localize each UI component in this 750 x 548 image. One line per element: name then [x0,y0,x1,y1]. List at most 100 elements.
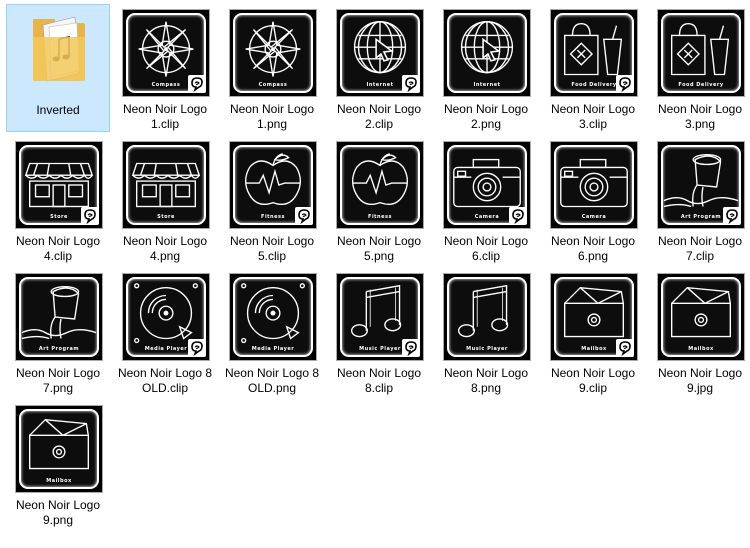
file-thumbnail: Art Program [15,273,103,361]
globe-cursor-icon [460,21,514,74]
compass-icon [138,21,194,77]
file-thumbnail: Music Player [336,273,424,361]
music-note-icon [457,284,509,338]
file-item[interactable]: Mailbox Neon Noir Logo 9.jpg [648,268,750,396]
file-item[interactable]: Fitness Neon Noir Logo 5.clip [220,136,324,264]
file-item[interactable]: Food Delivery Neon Noir Logo 3.clip [541,4,645,132]
file-label: Neon Noir Logo 9.jpg [657,366,743,395]
clip-studio-badge-icon [81,207,99,225]
apple-pulse-icon [244,153,302,205]
file-thumbnail: Compass [229,9,317,97]
file-label: Neon Noir Logo 5.clip [229,234,315,263]
mailbox-icon [563,286,625,338]
thumbnail-caption: Media Player [144,346,188,352]
paint-bucket-icon [663,154,739,208]
store-icon [131,162,201,208]
thumbnail-caption: Art Program [680,214,722,220]
clip-studio-badge-icon [188,339,206,357]
file-thumbnail: Camera [550,141,638,229]
file-thumbnail: Fitness [229,141,317,229]
camera-icon [560,158,628,208]
file-item[interactable]: Compass Neon Noir Logo 1.png [220,4,324,132]
file-item[interactable]: Art Program Neon Noir Logo 7.clip [648,136,750,264]
clip-studio-badge-icon [402,339,420,357]
file-label: Neon Noir Logo 6.clip [443,234,529,263]
file-item[interactable]: Art Program Neon Noir Logo 7.png [6,268,110,396]
folder-item-inverted[interactable]: Inverted [6,4,110,132]
file-item[interactable]: Camera Neon Noir Logo 6.clip [434,136,538,264]
file-thumbnail: Food Delivery [550,9,638,97]
thumbnail-caption: Camera [474,214,500,220]
file-item[interactable]: Internet Neon Noir Logo 2.png [434,4,538,132]
thumbnail-caption: Camera [581,214,607,220]
disc-icon [134,283,198,344]
file-label: Neon Noir Logo 8 OLD.png [224,366,320,395]
clip-studio-badge-icon [616,75,634,93]
file-thumbnail: Media Player [229,273,317,361]
file-item[interactable]: Media Player Neon Noir Logo 8 OLD.png [220,268,324,396]
file-item[interactable]: Store Neon Noir Logo 4.png [113,136,217,264]
file-label: Neon Noir Logo 4.png [122,234,208,263]
thumbnail-caption: Fitness [368,214,392,220]
file-thumbnail: Mailbox [657,273,745,361]
file-item[interactable]: Mailbox Neon Noir Logo 9.png [6,400,110,528]
file-label: Neon Noir Logo 2.clip [336,102,422,131]
clip-studio-badge-icon [723,207,741,225]
file-thumbnail: Music Player [443,273,531,361]
thumbnail-caption: Store [157,214,175,220]
file-thumbnail: Art Program [657,141,745,229]
file-label: Neon Noir Logo 8.png [443,366,529,395]
file-item[interactable]: Fitness Neon Noir Logo 5.png [327,136,431,264]
file-item[interactable]: Internet Neon Noir Logo 2.clip [327,4,431,132]
file-thumbnail: Mailbox [550,273,638,361]
disc-icon [241,283,305,344]
file-item[interactable]: Music Player Neon Noir Logo 8.clip [327,268,431,396]
file-label: Neon Noir Logo 1.png [229,102,315,131]
clip-studio-badge-icon [402,75,420,93]
thumbnail-caption: Mailbox [581,346,607,352]
clip-studio-badge-icon [509,207,527,225]
file-thumbnail: Media Player [122,273,210,361]
food-bag-icon [670,22,730,76]
thumbnail-caption: Compass [258,82,288,88]
file-item[interactable]: Media Player Neon Noir Logo 8 OLD.clip [113,268,217,396]
file-thumbnail: Store [15,141,103,229]
thumbnail-caption: Music Player [466,346,508,352]
file-label: Neon Noir Logo 3.clip [550,102,636,131]
clip-studio-badge-icon [188,75,206,93]
store-icon [24,162,94,208]
file-thumbnail: Camera [443,141,531,229]
file-label: Neon Noir Logo 1.clip [122,102,208,131]
file-item[interactable]: Music Player Neon Noir Logo 8.png [434,268,538,396]
file-item[interactable]: Compass Neon Noir Logo 1.clip [113,4,217,132]
thumbnail-caption: Internet [366,82,394,88]
folder-music-icon [29,13,89,83]
file-item[interactable]: Food Delivery Neon Noir Logo 3.png [648,4,750,132]
thumbnail-caption: Mailbox [46,478,72,484]
file-item[interactable]: Mailbox Neon Noir Logo 9.clip [541,268,645,396]
file-label: Neon Noir Logo 9.png [15,498,101,527]
thumbnail-caption: Store [50,214,68,220]
file-item[interactable]: Camera Neon Noir Logo 6.png [541,136,645,264]
file-thumbnail: Internet [443,9,531,97]
music-note-icon [350,284,402,338]
file-item[interactable]: Store Neon Noir Logo 4.clip [6,136,110,264]
file-label: Neon Noir Logo 8.clip [336,366,422,395]
thumbnail-caption: Fitness [261,214,285,220]
file-label: Neon Noir Logo 4.clip [15,234,101,263]
thumbnail-caption: Compass [151,82,181,88]
thumbnail-caption: Food Delivery [678,82,724,88]
thumbnail-caption: Media Player [251,346,295,352]
compass-icon [245,21,301,77]
file-thumbnail: Food Delivery [657,9,745,97]
camera-icon [453,158,521,208]
file-label: Neon Noir Logo 7.png [15,366,101,395]
globe-cursor-icon [353,21,407,74]
file-thumbnail: Fitness [336,141,424,229]
clip-studio-badge-icon [295,207,313,225]
file-thumbnail: Mailbox [15,405,103,493]
file-thumbnail: Compass [122,9,210,97]
thumbnail-caption: Music Player [359,346,401,352]
file-thumbnail: Internet [336,9,424,97]
apple-pulse-icon [351,153,409,205]
